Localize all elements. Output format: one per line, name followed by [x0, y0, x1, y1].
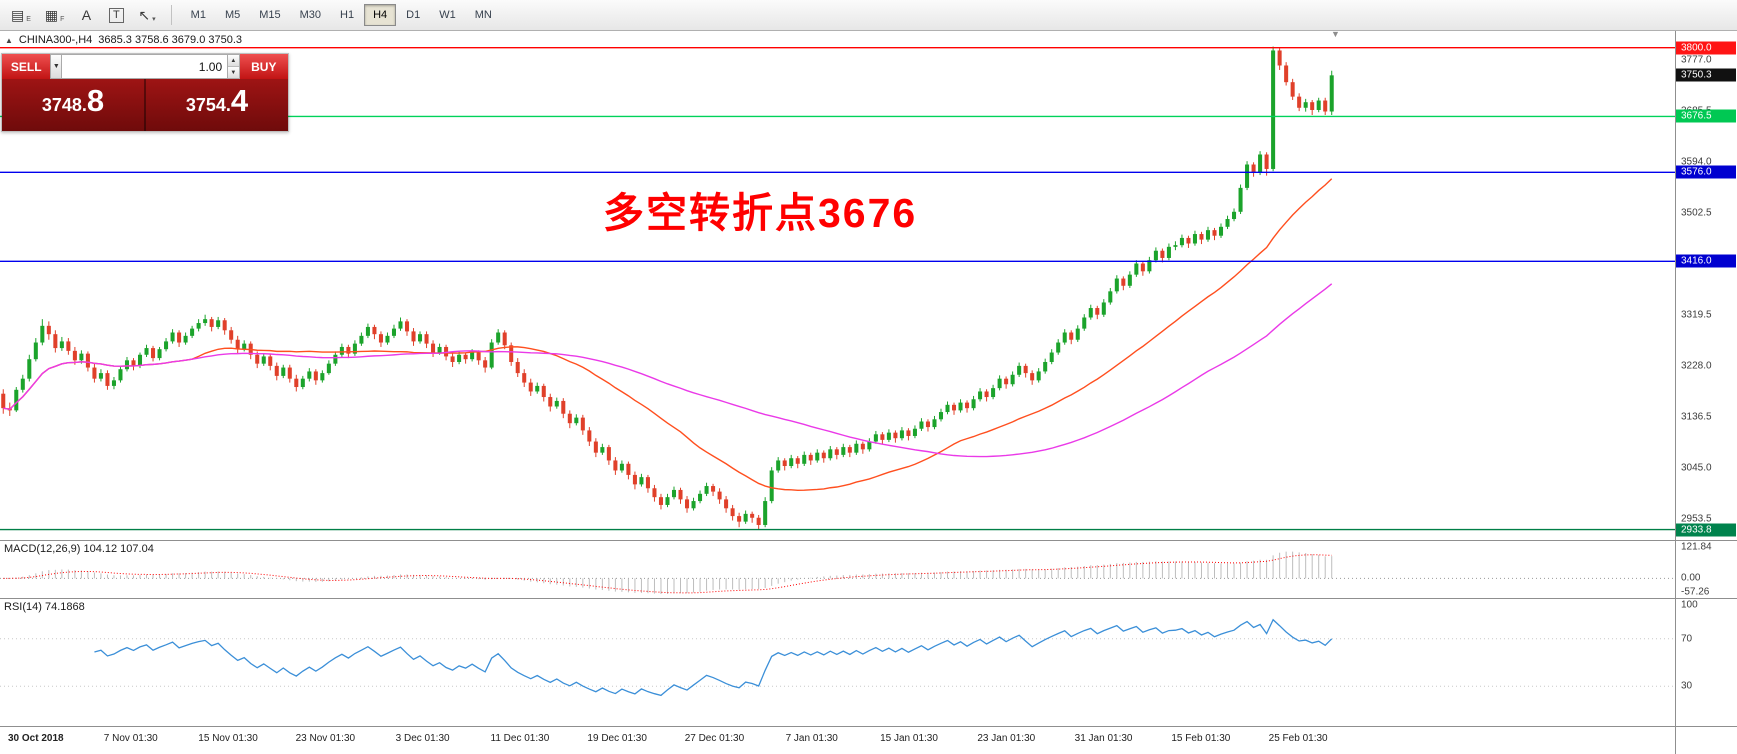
rsi-axis-label: 30	[1681, 680, 1693, 692]
time-axis-label: 30 Oct 2018	[8, 733, 64, 744]
time-labels: 30 Oct 2018 7 Nov 01:30 15 Nov 01:30 23 Nov…	[0, 727, 1675, 754]
rsi-axis[interactable]: 100 70 30	[1675, 599, 1737, 726]
price-level-badge: 3676.5	[1676, 109, 1736, 123]
macd-indicator-panel: MACD(12,26,9) 104.12 107.04 121.84 0.00 -5…	[0, 541, 1737, 599]
tab-timeframe-h1[interactable]: H1	[340, 9, 355, 21]
tab-timeframe-m30[interactable]: M30	[299, 9, 322, 21]
candlestick-chart[interactable]	[0, 31, 1675, 540]
chart-plot-area[interactable]: ▼ ▲ CHINA300-,H4 3685.3 3758.6 3679.0 37…	[0, 31, 1675, 540]
time-axis-label: 11 Dec 01:30	[490, 733, 550, 744]
tab-timeframe-h4[interactable]: H4	[364, 4, 397, 26]
spinner-up-icon[interactable]: ▲	[228, 55, 239, 66]
symbol-title: CHINA300-,H4	[18, 34, 93, 46]
chart-shift-marker-icon[interactable]: ▼	[1330, 31, 1340, 39]
toolbar-separator	[170, 5, 172, 25]
price-chart-panel: ▼ ▲ CHINA300-,H4 3685.3 3758.6 3679.0 37…	[0, 31, 1737, 541]
price-axis-label: 3319.5	[1681, 309, 1712, 321]
rsi-chart[interactable]	[0, 599, 1675, 726]
one-click-trade-panel: SELL ▼ ▲ ▼ BUY 3748.8 3754.4	[1, 53, 289, 132]
macd-axis-label: 121.84	[1681, 541, 1712, 553]
tab-timeframe-w1[interactable]: W1	[439, 9, 456, 21]
chart-annotation-text: 多空转折点3676	[603, 189, 918, 236]
time-axis-label: 25 Feb 01:30	[1268, 733, 1328, 744]
macd-plot-area[interactable]: MACD(12,26,9) 104.12 107.04	[0, 541, 1675, 598]
sell-price[interactable]: 3748. 8	[41, 83, 105, 118]
price-level-badge: 2933.8	[1676, 523, 1736, 537]
spinner-down-icon[interactable]: ▼	[228, 66, 239, 78]
time-axis-label: 15 Nov 01:30	[198, 733, 258, 744]
tab-timeframe-m5[interactable]: M5	[224, 9, 241, 21]
rsi-indicator-panel: RSI(14) 74.1868 100 70 30	[0, 599, 1737, 727]
time-axis-label: 15 Jan 01:30	[880, 733, 938, 744]
time-axis-label: 7 Jan 01:30	[785, 733, 838, 744]
price-axis-label: 3045.0	[1681, 462, 1712, 474]
time-axis-label: 23 Nov 01:30	[295, 733, 356, 744]
volume-spinner[interactable]: ▲ ▼	[228, 54, 240, 79]
tab-timeframe-mn[interactable]: MN	[474, 9, 492, 21]
tab-timeframe-m15[interactable]: M15	[259, 9, 281, 21]
rsi-axis-label: 100	[1681, 599, 1698, 611]
text-label-tool-icon[interactable]: A	[81, 7, 92, 23]
price-axis-label: 3228.0	[1681, 360, 1712, 372]
macd-axis-label: 0.00	[1681, 572, 1701, 584]
time-axis-label: 27 Dec 01:30	[684, 733, 745, 744]
macd-chart[interactable]	[0, 541, 1675, 598]
tab-timeframe-d1[interactable]: D1	[406, 9, 421, 21]
time-axis-label: 7 Nov 01:30	[103, 733, 158, 744]
macd-axis[interactable]: 121.84 0.00 -57.26	[1675, 541, 1737, 598]
chart-tools-group: ▤ E ▦ F A T ↖ ▾	[6, 3, 161, 27]
price-axis-label: 3136.5	[1681, 411, 1712, 423]
rsi-plot-area[interactable]: RSI(14) 74.1868	[0, 599, 1675, 726]
text-box-tool-icon[interactable]: T	[103, 3, 129, 27]
time-axis-label: 23 Jan 01:30	[977, 733, 1036, 744]
toolbar: ▤ E ▦ F A T ↖ ▾ M1 M5 M15 M30 H1 H4 D1 W1 MN	[0, 0, 1737, 31]
trade-controls-row: SELL ▼ ▲ ▼ BUY	[2, 54, 289, 79]
price-divider	[144, 79, 146, 131]
tab-timeframe-m1[interactable]: M1	[190, 9, 206, 21]
time-axis[interactable]: 30 Oct 2018 7 Nov 01:30 15 Nov 01:30 23 Nov…	[0, 727, 1737, 754]
price-level-badge: 3800.0	[1676, 41, 1736, 55]
rsi-label: RSI(14) 74.1868	[4, 601, 85, 613]
time-axis-label: 3 Dec 01:30	[395, 733, 450, 744]
price-axis-label: 3777.0	[1681, 54, 1712, 66]
axis-corner	[1675, 727, 1737, 754]
price-level-badge: 3416.0	[1676, 254, 1736, 268]
trade-prices-row: 3748. 8 3754. 4	[2, 79, 288, 131]
time-axis-label: 19 Dec 01:30	[587, 733, 647, 744]
buy-button[interactable]: BUY	[239, 54, 289, 79]
volume-input[interactable]	[62, 54, 229, 79]
grid-tool-icon[interactable]: ▦ F	[44, 7, 65, 23]
price-axis-label: 2953.5	[1681, 513, 1712, 525]
macd-axis-label: -57.26	[1681, 586, 1710, 598]
drawing-tools-icon[interactable]: ↖ ▾	[138, 7, 156, 23]
time-axis-label: 15 Feb 01:30	[1171, 733, 1231, 744]
time-axis-label: 31 Jan 01:30	[1074, 733, 1133, 744]
chart-header: ▲ CHINA300-,H4 3685.3 3758.6 3679.0 3750…	[5, 34, 242, 46]
sell-button[interactable]: SELL	[2, 54, 51, 79]
ohlc-values: 3685.3 3758.6 3679.0 3750.3	[98, 34, 243, 46]
price-axis-label: 3502.5	[1681, 207, 1712, 219]
volume-dropdown-icon[interactable]: ▼	[50, 54, 63, 79]
price-level-badge: 3576.0	[1676, 165, 1736, 179]
timeframe-group: M1 M5 M15 M30 H1 H4 D1 W1 MN	[182, 4, 501, 26]
collapse-arrow-icon[interactable]: ▲	[5, 35, 13, 45]
macd-label: MACD(12,26,9) 104.12 107.04	[4, 543, 154, 555]
price-axis[interactable]: 3777.03685.53594.03502.53319.53228.03136…	[1675, 31, 1737, 540]
rsi-axis-label: 70	[1681, 633, 1693, 645]
price-axis-label: 3594.0	[1681, 156, 1712, 168]
chart-objects-icon[interactable]: ▤ E	[11, 7, 31, 23]
buy-price[interactable]: 3754. 4	[185, 83, 249, 118]
price-level-badge: 3750.3	[1676, 68, 1736, 82]
